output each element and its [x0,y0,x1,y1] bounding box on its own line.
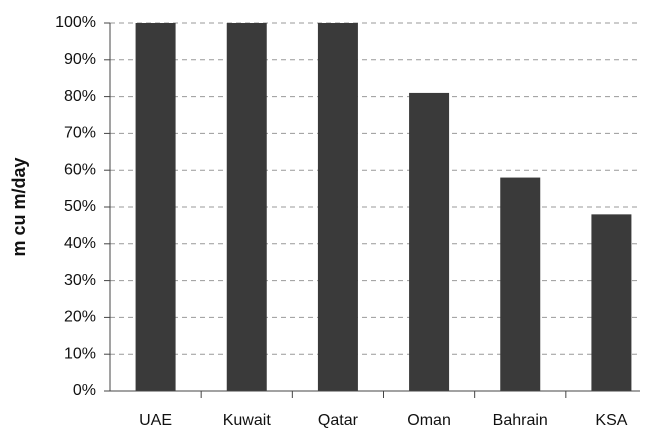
y-tick-label: 20% [64,309,96,326]
y-tick-label: 30% [64,272,96,289]
y-tick-label: 80% [64,88,96,105]
y-tick-label: 90% [64,51,96,68]
x-tick-label: Qatar [318,412,359,429]
y-tick-label: 10% [64,345,96,362]
y-tick-label: 0% [73,382,96,399]
y-tick-label: 40% [64,235,96,252]
y-tick-label: 50% [64,198,96,215]
bar [317,23,358,391]
y-tick-label: 60% [64,161,96,178]
y-tick-label: 70% [64,125,96,142]
bar [226,23,267,391]
bar [591,214,632,391]
y-tick-label: 100% [55,14,96,31]
y-axis-label: m cu m/day [9,157,29,256]
x-tick-label: Oman [407,412,451,429]
bar [409,92,450,392]
x-tick-label: Bahrain [493,412,548,429]
bar [500,177,541,391]
x-tick-label: KSA [595,412,627,429]
x-tick-label: Kuwait [223,412,272,429]
bar [135,23,176,391]
x-tick-label: UAE [139,412,172,429]
